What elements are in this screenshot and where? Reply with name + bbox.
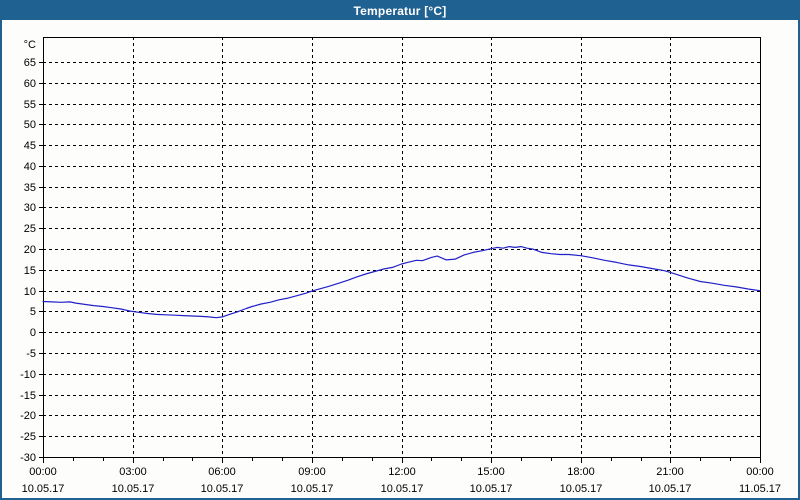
x-tick-time-label: 06:00 <box>208 466 236 478</box>
x-tick-date-label: 10.05.17 <box>560 483 603 495</box>
x-tick-time-label: 00:00 <box>29 466 57 478</box>
y-tick-label: 10 <box>24 286 36 298</box>
y-axis-unit-label: °C <box>24 39 36 51</box>
y-tick-label: 20 <box>24 244 36 256</box>
x-tick-date-label: 10.05.17 <box>112 483 155 495</box>
y-tick-label: -5 <box>26 348 36 360</box>
x-tick-date-label: 10.05.17 <box>22 483 65 495</box>
y-axis-unit: °C <box>24 39 36 51</box>
y-tick-label: -30 <box>20 452 36 464</box>
y-tick-label: 60 <box>24 78 36 90</box>
x-tick-date-label: 11.05.17 <box>739 483 781 495</box>
y-tick-label: 55 <box>24 99 36 111</box>
chart-area: -30 -25 -20 -15 -10 -5 0 5 10 15 20 25 30 35 40 45 50 55 6… <box>2 20 798 498</box>
x-tick-date-label: 10.05.17 <box>291 483 334 495</box>
y-tick-label: 30 <box>24 202 36 214</box>
x-tick-time-label: 21:00 <box>656 466 684 478</box>
y-tick-label: 50 <box>24 119 36 131</box>
y-tick-label: -15 <box>20 390 36 402</box>
y-tick-label: 5 <box>30 306 36 318</box>
y-tick-label: 40 <box>24 161 36 173</box>
y-tick-label: 0 <box>30 327 36 339</box>
y-tick-label: 25 <box>24 223 36 235</box>
x-tick-time-label: 09:00 <box>298 466 326 478</box>
x-tick-date-label: 10.05.17 <box>649 483 692 495</box>
x-tick-time-label: 18:00 <box>567 466 595 478</box>
x-tick-time-label: 03:00 <box>119 466 147 478</box>
y-tick-label: -10 <box>20 369 36 381</box>
x-axis-date-labels: 10.05.17 10.05.17 10.05.17 10.05.17 10.05.17… <box>22 483 781 495</box>
y-tick-label: -25 <box>20 431 36 443</box>
y-tick-label: 15 <box>24 265 36 277</box>
x-axis-ticks <box>43 457 761 463</box>
y-tick-label: 35 <box>24 182 36 194</box>
y-gridlines <box>43 62 760 437</box>
x-axis-time-labels: 00:00 03:00 06:00 09:00 12:00 15:00 18:00 21:00… <box>29 466 774 478</box>
x-gridlines <box>133 37 671 457</box>
x-tick-time-label: 00:00 <box>746 466 774 478</box>
x-tick-time-label: 12:00 <box>388 466 416 478</box>
window-title: Temperatur [°C] <box>353 4 447 18</box>
y-axis-labels: -30 -25 -20 -15 -10 -5 0 5 10 15 20 25 30 35 40 45 50 55 6… <box>20 57 36 464</box>
y-tick-label: 45 <box>24 140 36 152</box>
y-tick-label: 65 <box>24 57 36 69</box>
y-tick-label: -20 <box>20 410 36 422</box>
temperature-line <box>42 246 761 319</box>
x-tick-date-label: 10.05.17 <box>201 483 244 495</box>
x-tick-time-label: 15:00 <box>477 466 505 478</box>
y-axis-ticks <box>39 62 43 458</box>
window-titlebar: Temperatur [°C] <box>2 2 798 20</box>
x-tick-date-label: 10.05.17 <box>381 483 424 495</box>
x-tick-date-label: 10.05.17 <box>470 483 513 495</box>
temperature-chart: -30 -25 -20 -15 -10 -5 0 5 10 15 20 25 30 35 40 45 50 55 6… <box>20 37 781 495</box>
